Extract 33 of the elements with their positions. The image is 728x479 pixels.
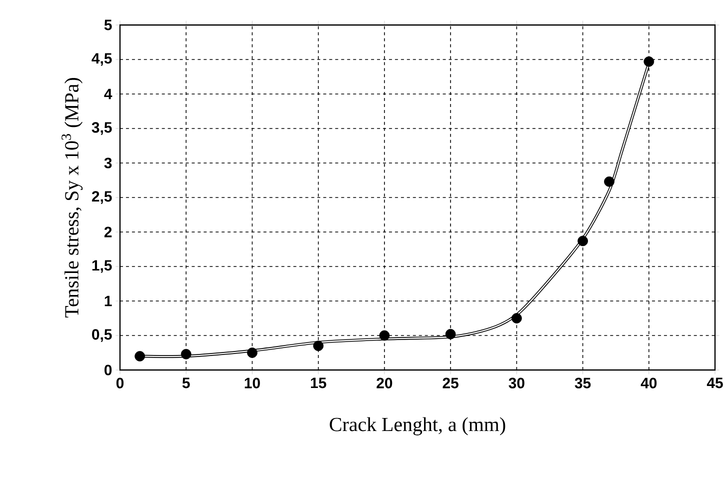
x-axis-title: Crack Lenght, a (mm): [330, 417, 506, 436]
y-tick-label: 0,5: [92, 329, 112, 342]
y-tick-label: 1,5: [92, 260, 112, 273]
x-tick-label: 20: [376, 378, 392, 388]
point: [134, 351, 146, 362]
y-tick-label: 3: [104, 158, 112, 168]
point: [313, 340, 324, 352]
point: [180, 348, 192, 360]
y-tick-label: 0: [104, 364, 112, 376]
y-tick-label: 3,5: [92, 122, 112, 135]
x-tick-label: 25: [442, 378, 458, 388]
y-tick-label: 5: [104, 20, 112, 30]
y-axis-title: Tensile stress, Sy x 10$^{3}$ (MPa): [62, 78, 83, 318]
y-tick-label: 4: [104, 88, 112, 100]
point: [247, 348, 258, 358]
point: [379, 330, 390, 341]
point: [604, 176, 614, 187]
point: [578, 236, 588, 246]
x-tick-label: 30: [508, 378, 524, 388]
y-tick-label: 2: [104, 226, 112, 238]
x-tick-label: 5: [182, 378, 190, 388]
point: [445, 328, 456, 340]
x-tick-label: 10: [244, 378, 260, 388]
point: [644, 56, 654, 67]
y-tick-label: 2,5: [92, 191, 112, 204]
x-tick-label: 15: [310, 378, 326, 388]
point: [511, 313, 522, 324]
x-tick-label: 0: [116, 378, 124, 388]
y-tick-label: 4,5: [92, 53, 112, 66]
y-tick-label: 1: [104, 296, 112, 306]
x-tick-label: 45: [706, 378, 723, 388]
x-tick-label: 40: [640, 378, 657, 388]
x-tick-label: 35: [574, 378, 591, 388]
